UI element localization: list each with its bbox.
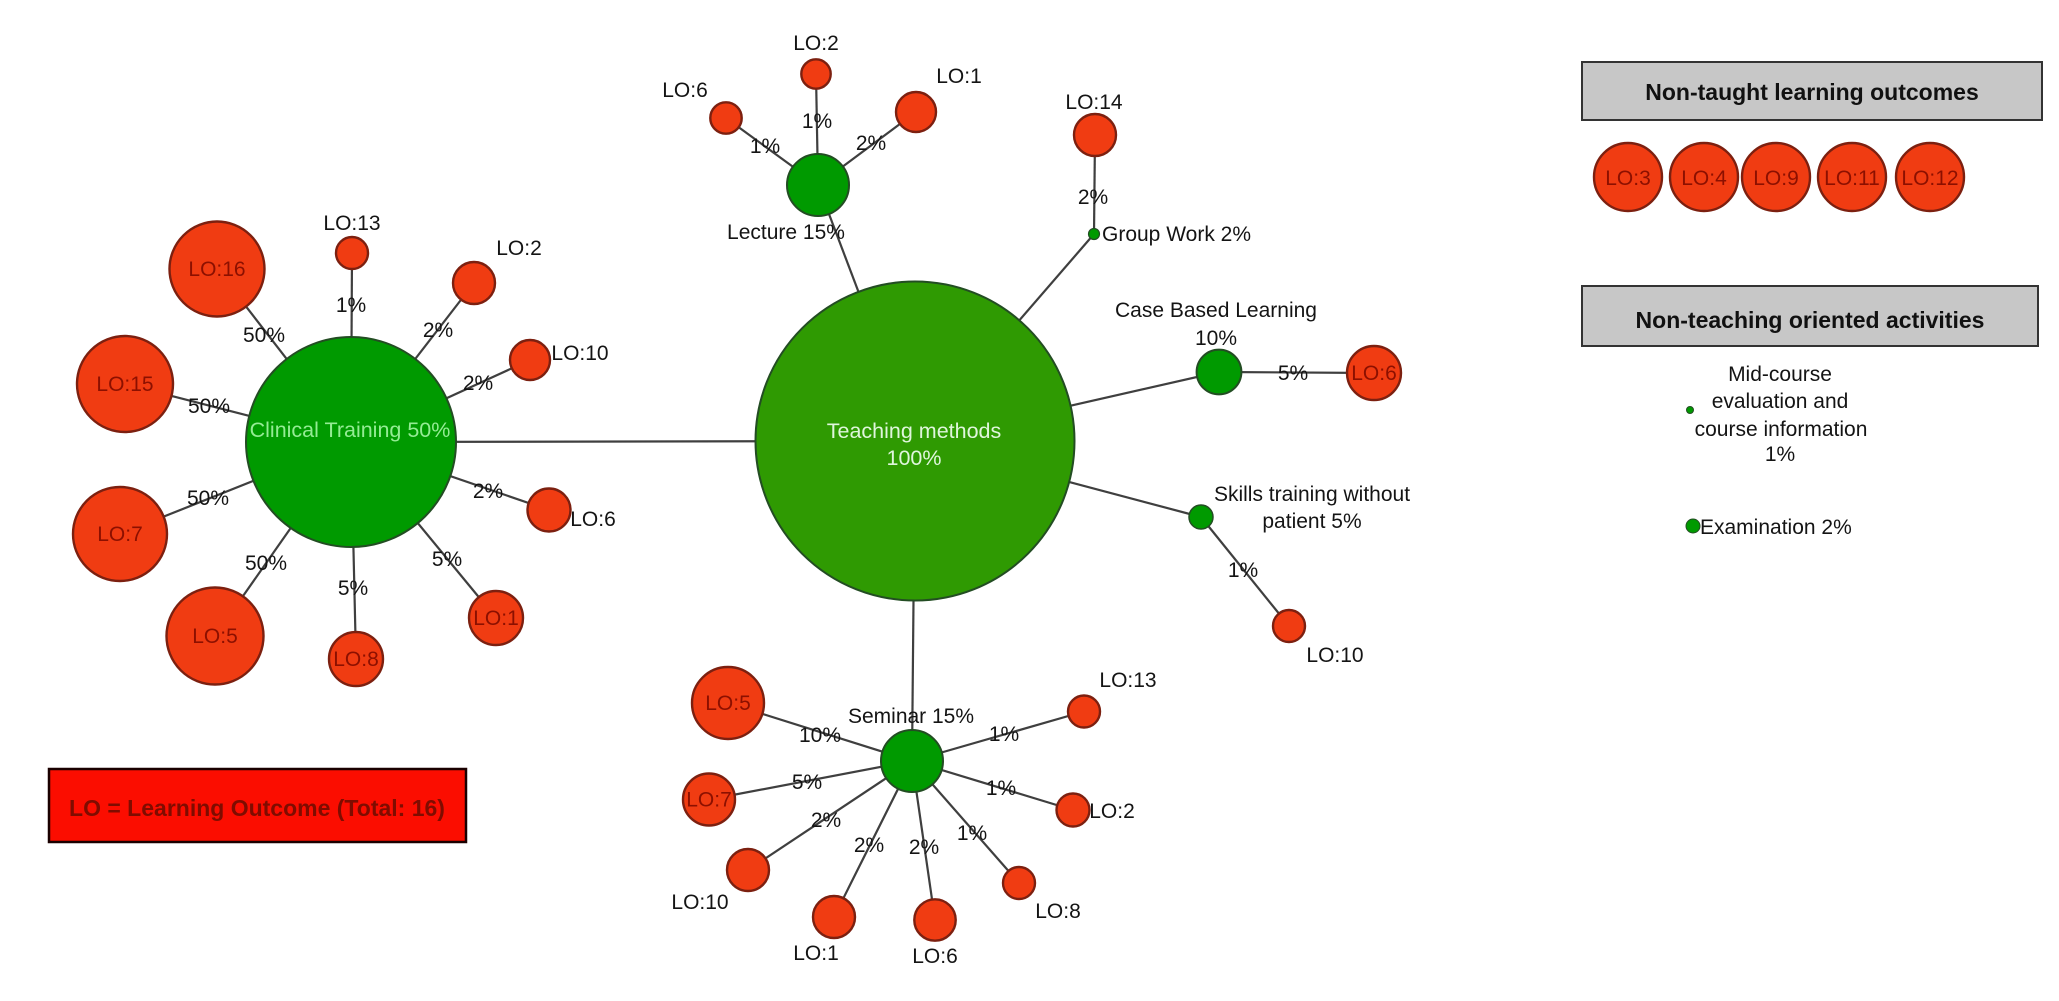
svg-text:LO:6: LO:6 [662, 79, 708, 102]
svg-text:1%: 1% [336, 294, 366, 317]
svg-text:LO:12: LO:12 [1901, 167, 1958, 190]
svg-text:LO:2: LO:2 [496, 237, 542, 260]
svg-text:50%: 50% [188, 395, 230, 418]
svg-text:1%: 1% [802, 110, 832, 133]
svg-text:10%: 10% [799, 724, 841, 747]
svg-text:LO:10: LO:10 [551, 342, 608, 365]
svg-text:2%: 2% [473, 480, 503, 503]
svg-text:5%: 5% [792, 771, 822, 794]
svg-text:1%: 1% [750, 135, 780, 158]
svg-text:course information: course information [1695, 418, 1868, 441]
svg-text:100%: 100% [887, 446, 942, 470]
svg-text:Mid-course: Mid-course [1728, 363, 1832, 386]
svg-text:LO:14: LO:14 [1065, 91, 1123, 114]
svg-text:10%: 10% [1195, 327, 1237, 350]
svg-text:LO:1: LO:1 [793, 942, 839, 965]
svg-text:LO:6: LO:6 [1351, 362, 1397, 385]
svg-text:Teaching methods: Teaching methods [827, 419, 1002, 443]
svg-text:2%: 2% [423, 319, 453, 342]
svg-text:1%: 1% [957, 822, 987, 845]
svg-text:LO:16: LO:16 [188, 258, 245, 281]
svg-text:LO:5: LO:5 [705, 692, 751, 715]
svg-text:5%: 5% [1278, 362, 1308, 385]
svg-text:LO:2: LO:2 [1089, 800, 1135, 823]
svg-text:patient 5%: patient 5% [1262, 510, 1361, 533]
svg-text:1%: 1% [986, 777, 1016, 800]
svg-text:Seminar 15%: Seminar 15% [848, 705, 974, 728]
svg-text:LO:4: LO:4 [1681, 167, 1727, 190]
svg-text:LO:7: LO:7 [97, 523, 143, 546]
svg-text:LO = Learning Outcome (Total:: LO = Learning Outcome (Total: 16) [69, 795, 445, 821]
svg-text:LO:5: LO:5 [192, 625, 238, 648]
svg-text:LO:9: LO:9 [1753, 167, 1799, 190]
svg-text:LO:6: LO:6 [912, 945, 958, 968]
svg-text:2%: 2% [909, 836, 939, 859]
svg-text:LO:10: LO:10 [1306, 644, 1363, 667]
svg-text:Examination 2%: Examination 2% [1700, 516, 1852, 539]
svg-text:Non-taught learning outcomes: Non-taught learning outcomes [1645, 79, 1979, 105]
svg-text:LO:2: LO:2 [793, 32, 839, 55]
svg-text:LO:1: LO:1 [936, 65, 982, 88]
svg-text:evaluation and: evaluation and [1712, 390, 1849, 413]
svg-text:LO:15: LO:15 [96, 373, 153, 396]
svg-text:1%: 1% [1765, 443, 1795, 466]
svg-text:LO:3: LO:3 [1605, 167, 1651, 190]
svg-text:50%: 50% [243, 324, 285, 347]
svg-text:LO:7: LO:7 [686, 789, 732, 812]
svg-text:LO:13: LO:13 [323, 212, 380, 235]
svg-text:50%: 50% [245, 552, 287, 575]
svg-text:LO:8: LO:8 [1035, 900, 1081, 923]
svg-text:LO:6: LO:6 [570, 508, 616, 531]
svg-text:2%: 2% [463, 372, 493, 395]
svg-text:50%: 50% [187, 487, 229, 510]
svg-text:Non-teaching oriented activiti: Non-teaching oriented activities [1636, 307, 1985, 333]
svg-text:LO:8: LO:8 [333, 648, 379, 671]
svg-text:LO:11: LO:11 [1824, 167, 1880, 190]
svg-text:1%: 1% [989, 723, 1019, 746]
svg-text:Clinical Training 50%: Clinical Training 50% [250, 418, 451, 442]
svg-text:2%: 2% [1078, 186, 1108, 209]
svg-text:LO:10: LO:10 [671, 891, 728, 914]
svg-text:2%: 2% [856, 132, 886, 155]
svg-text:1%: 1% [1228, 559, 1258, 582]
svg-text:LO:1: LO:1 [473, 607, 519, 630]
svg-text:Group Work 2%: Group Work 2% [1102, 223, 1251, 246]
svg-text:5%: 5% [338, 577, 368, 600]
svg-text:5%: 5% [432, 548, 462, 571]
svg-text:2%: 2% [854, 834, 884, 857]
svg-text:Case Based Learning: Case Based Learning [1115, 299, 1317, 322]
svg-text:2%: 2% [811, 809, 841, 832]
svg-text:LO:13: LO:13 [1099, 669, 1156, 692]
svg-text:Lecture 15%: Lecture 15% [727, 221, 845, 244]
svg-text:Skills training without: Skills training without [1214, 483, 1410, 506]
